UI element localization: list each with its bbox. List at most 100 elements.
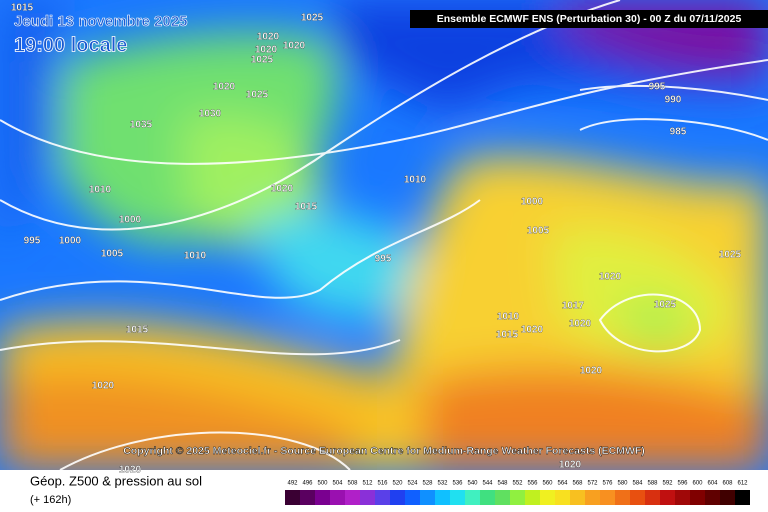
colorbar-label: 600 [692,481,703,487]
isobar-label: 1000 [119,215,142,226]
time-label: 19:00 locale [14,34,127,56]
colorbar-label: 500 [317,481,328,487]
colorbar-label: 532 [437,481,448,487]
colorbar-label: 584 [632,481,643,487]
colorbar-swatch [675,490,690,505]
colorbar-label: 540 [467,481,478,487]
legend-lead: (+ 162h) [30,494,71,506]
colorbar-swatch [465,490,480,505]
colorbar-swatch [405,490,420,505]
colorbar-label: 504 [332,481,343,487]
isobar-label: 1020 [255,45,278,56]
colorbar: 492 496 500 504 508 512 516 520 524 528 532 536 540 5… [285,481,750,505]
isobar-label: 1000 [59,236,82,247]
legend-title: Géop. Z500 & pression au sol [30,473,202,488]
colorbar-label: 552 [512,481,523,487]
colorbar-label: 544 [482,481,493,487]
isobar-label: 1015 [295,202,318,213]
isobar-label: 990 [665,95,682,106]
isobar-label: 1005 [527,226,550,237]
colorbar-swatch [645,490,660,505]
colorbar-swatch [420,490,435,505]
colorbar-label: 588 [647,481,658,487]
isobar-label: 1010 [404,175,427,186]
colorbar-swatch [435,490,450,505]
colorbar-swatch [480,490,495,505]
isobar-label: 1020 [92,381,115,392]
isobar-label: 1035 [130,120,153,131]
colorbar-swatch [690,490,705,505]
colorbar-label: 580 [617,481,628,487]
colorbar-label: 592 [662,481,673,487]
colorbar-label: 536 [452,481,463,487]
date-label: Jeudi 13 novembre 2025 [14,13,187,30]
colorbar-swatch [615,490,630,505]
colorbar-swatch [375,490,390,505]
isobar-label: 1025 [246,90,269,101]
colorbar-swatch [285,490,300,505]
isobar-label: 1020 [213,82,236,93]
colorbar-swatch [510,490,525,505]
colorbar-label: 548 [497,481,508,487]
isobar-label: 1005 [101,249,124,260]
isobar-label: 985 [670,127,687,138]
isobar-label: 1020 [599,272,622,283]
isobar-label: 1020 [283,41,306,52]
isobar-label: 1025 [251,55,274,66]
colorbar-label: 568 [572,481,583,487]
colorbar-label: 596 [677,481,688,487]
isobar-label: 1020 [271,184,294,195]
colorbar-swatch [315,490,330,505]
colorbar-swatch [720,490,735,505]
colorbar-label: 608 [722,481,733,487]
colorbar-label: 604 [707,481,718,487]
colorbar-swatch [570,490,585,505]
colorbar-label: 524 [407,481,418,487]
colorbar-label: 564 [557,481,568,487]
isobar-label: 1000 [521,197,544,208]
colorbar-label: 496 [302,481,313,487]
copyright: Copyright © 2025 Meteociel.fr - Source E… [123,445,645,457]
colorbar-swatch [390,490,405,505]
isobar-label: 1025 [301,13,324,24]
isobar-label: 1015 [126,325,149,336]
colorbar-label: 560 [542,481,553,487]
colorbar-swatch [555,490,570,505]
model-label: Ensemble ECMWF ENS (Perturbation 30) - 0… [437,13,742,25]
isobar-label: 1015 [496,330,519,341]
isobar-label: 1020 [559,460,582,471]
isobar-label: 1020 [257,32,280,43]
isobar-label: 1020 [569,319,592,330]
isobar-label: 1010 [497,312,520,323]
isobar-label: 995 [24,236,41,247]
map-background [0,0,768,471]
colorbar-swatch [735,490,750,505]
isobar-label: 1010 [89,185,112,196]
colorbar-label: 528 [422,481,433,487]
colorbar-swatch [360,490,375,505]
colorbar-label: 520 [392,481,403,487]
colorbar-swatch [450,490,465,505]
colorbar-label: 612 [737,481,748,487]
colorbar-swatch [495,490,510,505]
colorbar-swatch [330,490,345,505]
isobar-label: 1030 [199,109,222,120]
isobar-label: 1020 [521,325,544,336]
colorbar-swatch [585,490,600,505]
colorbar-swatch [345,490,360,505]
colorbar-label: 556 [527,481,538,487]
colorbar-swatch [600,490,615,505]
colorbar-label: 576 [602,481,613,487]
isobar-label: 995 [375,254,392,265]
colorbar-label: 572 [587,481,598,487]
colorbar-label: 516 [377,481,388,487]
colorbar-swatch [660,490,675,505]
isobar-label: 1020 [580,366,603,377]
isobar-label: 1017 [562,301,585,312]
isobar-label: 1010 [184,251,207,262]
colorbar-swatch [705,490,720,505]
colorbar-label: 492 [287,481,298,487]
